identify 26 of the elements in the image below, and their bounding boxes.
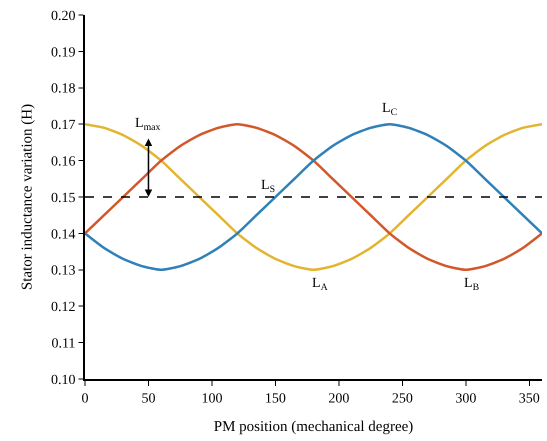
- series-label: L$_{B}$: [464, 276, 480, 293]
- y-tick-label: 0.14: [50, 227, 76, 242]
- y-axis-title: Stator inductance variation (H): [20, 104, 36, 290]
- y-tick-label: 0.20: [50, 8, 76, 24]
- series-label: L$_{A}$: [312, 276, 328, 293]
- x-tick-label: 350: [518, 392, 540, 407]
- x-tick-label: 50: [141, 392, 156, 407]
- y-tick-label: 0.15: [50, 190, 76, 206]
- x-axis-title: PM position (mechanical degree): [214, 419, 414, 436]
- x-tick-label: 0: [82, 392, 88, 407]
- y-tick-label: 0.19: [50, 45, 76, 60]
- y-tick-label: 0.16: [50, 154, 76, 170]
- y-tick-label: 0.11: [51, 336, 76, 352]
- y-tick-label: 0.17: [50, 118, 76, 134]
- y-tick-label: 0.12: [50, 300, 76, 316]
- x-tick-label: 300: [455, 392, 476, 407]
- series-label: L$_{C}$: [382, 101, 398, 118]
- x-tick-label: 250: [392, 392, 413, 407]
- ref-line-label: L$_{S}$: [261, 178, 276, 195]
- x-tick-label: 200: [328, 392, 350, 407]
- x-tick-label: 100: [201, 392, 222, 407]
- y-tick-label: 0.18: [50, 82, 76, 97]
- y-tick-label: 0.10: [50, 372, 76, 388]
- x-tick-label: 150: [264, 392, 286, 407]
- annotation: L$_{max}$: [135, 116, 161, 133]
- y-tick-label: 0.13: [50, 264, 76, 279]
